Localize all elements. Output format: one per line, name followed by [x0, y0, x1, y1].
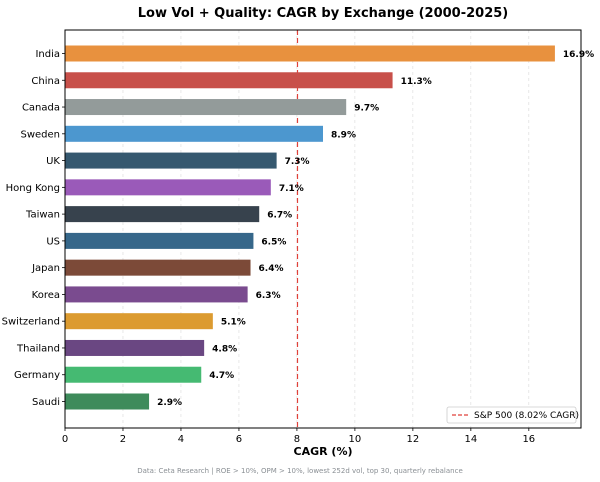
legend: S&P 500 (8.02% CAGR) [446, 406, 579, 424]
category-label: Sweden [20, 129, 60, 140]
category-label: India [35, 49, 60, 60]
category-label: Taiwan [25, 210, 60, 221]
category-label: Hong Kong [6, 183, 60, 194]
value-label: 2.9% [157, 398, 182, 408]
category-label: Japan [31, 263, 60, 274]
value-label: 8.9% [331, 130, 356, 140]
x-tick-label: 16 [522, 434, 535, 445]
bars-group [65, 45, 555, 410]
value-label: 11.3% [401, 77, 432, 87]
legend-label: S&P 500 (8.02% CAGR) [474, 411, 579, 421]
value-label: 6.4% [259, 264, 284, 274]
value-label: 4.7% [209, 371, 234, 381]
value-label: 4.8% [212, 344, 237, 354]
category-label: UK [46, 156, 60, 167]
category-label: Switzerland [2, 317, 60, 328]
bar-japan [65, 259, 251, 276]
category-label: Germany [14, 370, 60, 381]
value-label: 6.5% [261, 237, 286, 247]
bar-korea [65, 286, 248, 303]
x-tick-label: 12 [406, 434, 419, 445]
x-tick-label: 14 [464, 434, 477, 445]
chart-title: Low Vol + Quality: CAGR by Exchange (200… [138, 6, 509, 21]
value-label: 6.3% [256, 291, 281, 301]
value-label: 5.1% [221, 318, 246, 328]
x-tick-label: 8 [294, 434, 300, 445]
bar-hong-kong [65, 179, 271, 196]
bar-switzerland [65, 313, 213, 330]
x-tick-label: 10 [349, 434, 362, 445]
bar-india [65, 45, 555, 62]
value-label: 6.7% [267, 211, 292, 221]
category-label: US [46, 236, 60, 247]
category-label: China [31, 76, 60, 87]
x-tick-label: 6 [236, 434, 242, 445]
x-tick-label: 0 [62, 434, 68, 445]
category-label: Thailand [16, 343, 60, 354]
footnote: Data: Ceta Research | ROE > 10%, OPM > 1… [137, 467, 463, 475]
bar-china [65, 72, 393, 89]
bar-saudi [65, 393, 150, 410]
value-label: 7.3% [285, 157, 310, 167]
x-axis-label: CAGR (%) [294, 445, 353, 458]
value-label: 7.1% [279, 184, 304, 194]
bar-uk [65, 152, 277, 169]
bar-canada [65, 99, 347, 116]
bar-taiwan [65, 206, 260, 223]
category-labels: India China Canada Sweden UK Hong Kong Taiwan U… [2, 49, 65, 408]
bar-germany [65, 366, 202, 383]
bar-us [65, 232, 254, 249]
category-label: Canada [22, 103, 60, 114]
category-label: Korea [32, 290, 60, 301]
legend-box [446, 406, 577, 424]
bar-sweden [65, 125, 323, 142]
value-labels: 16.9% 11.3% 9.7% 8.9% 7.3% 7.1% 6.7% 6.5% 6.4% 6.… [157, 50, 594, 408]
value-label: 9.7% [354, 104, 379, 114]
bar-thailand [65, 339, 205, 356]
category-label: Saudi [32, 397, 60, 408]
x-tick-label: 4 [178, 434, 184, 445]
x-axis-ticks: 0 2 4 6 8 10 12 14 16 [62, 428, 535, 445]
x-tick-label: 2 [120, 434, 126, 445]
value-label: 16.9% [563, 50, 594, 60]
plot-frame [64, 29, 582, 429]
